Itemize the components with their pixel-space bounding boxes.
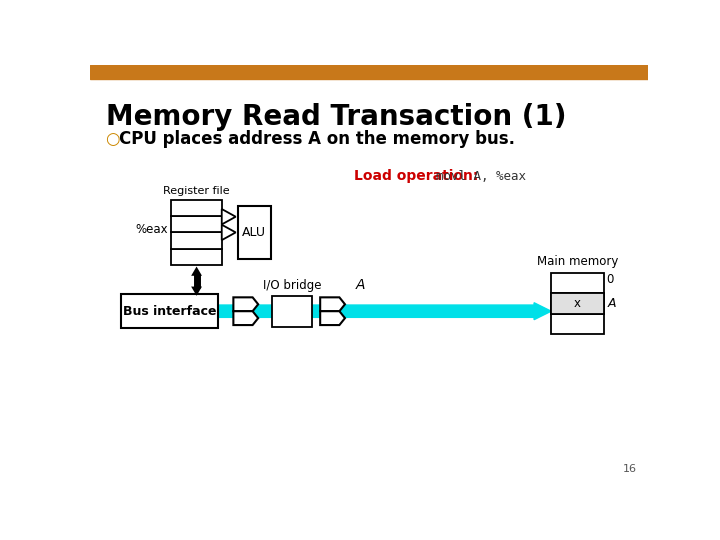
Polygon shape <box>222 225 235 240</box>
Polygon shape <box>320 298 345 311</box>
Text: Load operation:: Load operation: <box>354 170 482 184</box>
Text: A: A <box>356 278 365 292</box>
Text: %eax: %eax <box>135 222 168 235</box>
Polygon shape <box>222 209 235 225</box>
Bar <box>551 293 604 314</box>
Bar <box>121 294 218 328</box>
FancyArrow shape <box>218 303 551 320</box>
Text: 16: 16 <box>623 464 637 475</box>
Text: 0: 0 <box>606 273 613 286</box>
Bar <box>171 232 222 248</box>
Text: ○: ○ <box>106 130 120 148</box>
Polygon shape <box>191 287 202 296</box>
Bar <box>171 200 222 216</box>
Bar <box>551 314 604 334</box>
Text: Memory Read Transaction (1): Memory Read Transaction (1) <box>106 103 566 131</box>
Text: A: A <box>608 297 616 310</box>
Bar <box>238 206 271 259</box>
Bar <box>171 216 222 232</box>
Bar <box>551 293 604 314</box>
Text: Bus interface: Bus interface <box>122 305 216 318</box>
Bar <box>171 248 222 265</box>
Text: ALU: ALU <box>243 226 266 239</box>
Bar <box>551 273 604 293</box>
Polygon shape <box>233 311 258 325</box>
Text: Main memory: Main memory <box>537 255 618 268</box>
Text: Register file: Register file <box>163 186 230 195</box>
Polygon shape <box>233 298 258 311</box>
Text: I/O bridge: I/O bridge <box>263 279 322 292</box>
Polygon shape <box>320 311 345 325</box>
Text: CPU places address A on the memory bus.: CPU places address A on the memory bus. <box>120 130 516 148</box>
Bar <box>90 65 648 79</box>
Text: x: x <box>574 297 581 310</box>
Bar <box>272 296 312 327</box>
Polygon shape <box>191 267 202 276</box>
Text: movl A, %eax: movl A, %eax <box>436 170 526 183</box>
